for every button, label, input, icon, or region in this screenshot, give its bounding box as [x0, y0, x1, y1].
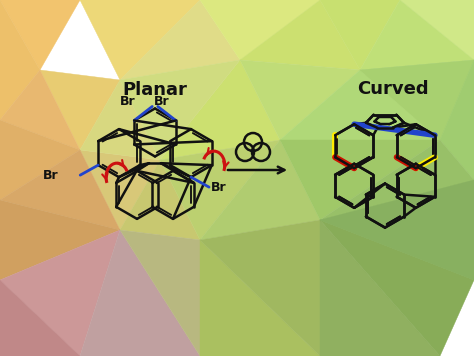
- Polygon shape: [0, 200, 120, 280]
- Text: Br: Br: [154, 95, 170, 109]
- Text: Planar: Planar: [123, 81, 187, 99]
- Polygon shape: [160, 60, 280, 160]
- Text: Br: Br: [120, 95, 136, 109]
- Polygon shape: [400, 0, 474, 60]
- Polygon shape: [280, 140, 440, 220]
- Polygon shape: [80, 0, 200, 80]
- Polygon shape: [0, 280, 80, 356]
- Polygon shape: [120, 60, 240, 160]
- Polygon shape: [0, 120, 80, 200]
- Text: Br: Br: [211, 181, 227, 194]
- Polygon shape: [320, 180, 474, 280]
- Polygon shape: [320, 140, 474, 220]
- Polygon shape: [360, 60, 474, 140]
- Polygon shape: [200, 0, 320, 60]
- Polygon shape: [320, 220, 474, 356]
- Polygon shape: [0, 0, 80, 70]
- Text: Br: Br: [43, 169, 58, 182]
- Polygon shape: [160, 140, 280, 240]
- Polygon shape: [80, 230, 200, 356]
- Polygon shape: [200, 140, 320, 240]
- Polygon shape: [360, 60, 474, 140]
- Polygon shape: [120, 160, 200, 240]
- Polygon shape: [40, 70, 120, 150]
- Polygon shape: [240, 60, 360, 140]
- Polygon shape: [360, 0, 474, 70]
- Polygon shape: [0, 0, 40, 120]
- Polygon shape: [120, 230, 200, 356]
- Polygon shape: [440, 60, 474, 180]
- Polygon shape: [0, 70, 80, 150]
- Polygon shape: [200, 220, 320, 356]
- Polygon shape: [200, 240, 320, 356]
- Polygon shape: [320, 220, 440, 356]
- Polygon shape: [80, 80, 160, 160]
- Polygon shape: [120, 0, 240, 80]
- Polygon shape: [0, 150, 120, 230]
- Polygon shape: [320, 180, 474, 280]
- Polygon shape: [80, 150, 160, 230]
- Polygon shape: [280, 70, 440, 140]
- Text: Curved: Curved: [357, 80, 429, 98]
- Polygon shape: [320, 0, 400, 70]
- Polygon shape: [0, 230, 120, 356]
- Polygon shape: [240, 0, 360, 70]
